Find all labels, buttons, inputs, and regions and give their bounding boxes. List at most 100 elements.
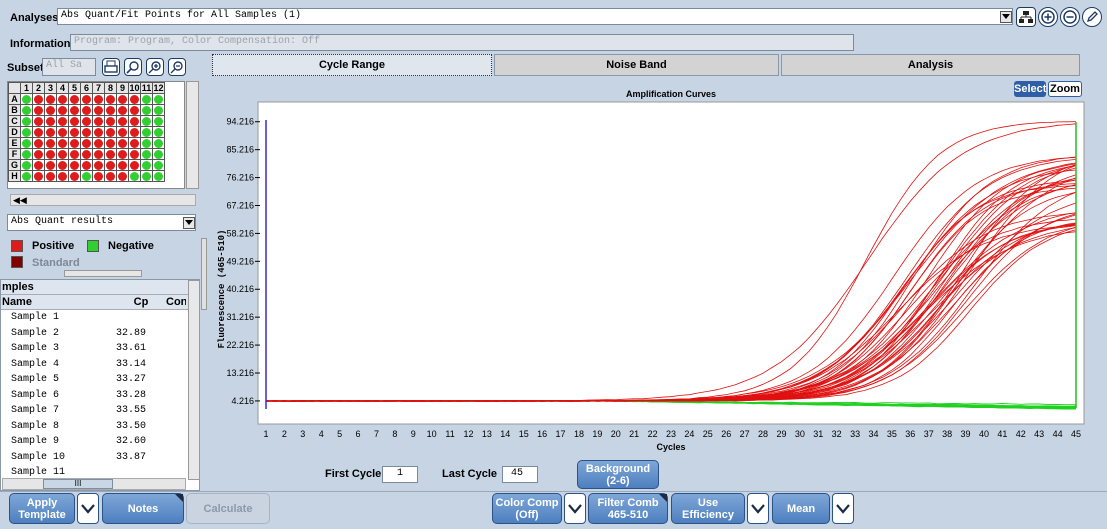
use-efficiency-menu[interactable] [747, 493, 769, 524]
plate-well[interactable] [140, 126, 153, 138]
plate-well[interactable] [44, 159, 57, 171]
plate-vertical-scrollbar[interactable] [186, 81, 199, 189]
plate-row-header[interactable]: E [8, 137, 21, 149]
plate-well[interactable] [44, 137, 57, 149]
plate-column-header[interactable]: 2 [32, 82, 45, 94]
plate-well[interactable] [116, 159, 129, 171]
plate-well[interactable] [140, 137, 153, 149]
filter-comb-button[interactable]: Filter Comb 465-510 [588, 493, 668, 524]
plate-well[interactable] [80, 115, 93, 127]
plate-well[interactable] [20, 104, 33, 116]
plate-column-header[interactable]: 12 [152, 82, 165, 94]
plate-well[interactable] [68, 115, 81, 127]
plate-column-header[interactable]: 3 [44, 82, 57, 94]
plate-well[interactable] [92, 137, 105, 149]
plate-well[interactable] [68, 104, 81, 116]
plate-well[interactable] [116, 148, 129, 160]
plate-well[interactable] [32, 170, 45, 182]
plate-well[interactable] [56, 104, 69, 116]
plate-column-header[interactable]: 11 [140, 82, 153, 94]
plate-well[interactable] [104, 93, 117, 105]
edit-analysis-button[interactable] [1082, 7, 1102, 27]
plate-well[interactable] [80, 137, 93, 149]
plate-well[interactable] [140, 104, 153, 116]
plate-well[interactable] [140, 93, 153, 105]
panel-splitter[interactable] [64, 270, 142, 277]
plate-well[interactable] [104, 115, 117, 127]
plate-well[interactable] [104, 148, 117, 160]
plate-well[interactable] [92, 148, 105, 160]
plate-well[interactable] [44, 170, 57, 182]
plate-row-header[interactable]: G [8, 159, 21, 171]
plate-well[interactable] [128, 104, 141, 116]
sample-row[interactable]: Sample 4 33.14 [1, 357, 199, 373]
sample-row[interactable]: Sample 9 32.60 [1, 434, 199, 450]
plate-well[interactable] [152, 159, 165, 171]
tab-analysis[interactable]: Analysis [781, 54, 1080, 76]
plate-well[interactable] [80, 159, 93, 171]
select-button[interactable]: Select [1014, 81, 1047, 97]
results-type-select[interactable]: Abs Quant results [7, 214, 196, 231]
plate-well[interactable] [116, 137, 129, 149]
analyses-dropdown-arrow[interactable] [1000, 11, 1012, 23]
plate-well[interactable] [56, 93, 69, 105]
plate-column-header[interactable]: 7 [92, 82, 105, 94]
plate-well[interactable] [56, 126, 69, 138]
plate-horizontal-scrollbar[interactable]: ◀◀ [10, 194, 196, 206]
plate-well[interactable] [68, 170, 81, 182]
plate-well[interactable] [92, 159, 105, 171]
plate-row-header[interactable]: B [8, 104, 21, 116]
tree-button[interactable] [1016, 7, 1036, 27]
side-splitter[interactable] [201, 238, 207, 310]
plate-row-header[interactable]: D [8, 126, 21, 138]
plate-well[interactable] [152, 170, 165, 182]
plate-well[interactable] [20, 126, 33, 138]
mean-menu[interactable] [832, 493, 854, 524]
use-efficiency-button[interactable]: Use Efficiency [671, 493, 745, 524]
scroll-thumb[interactable]: III [43, 479, 113, 489]
add-analysis-button[interactable] [1038, 7, 1058, 27]
plate-well[interactable] [92, 93, 105, 105]
plate-well[interactable] [128, 93, 141, 105]
plate-well[interactable] [80, 170, 93, 182]
plate-well[interactable] [128, 126, 141, 138]
plate-well[interactable] [32, 148, 45, 160]
plate-column-header[interactable]: 5 [68, 82, 81, 94]
sample-row[interactable]: Sample 1 [1, 310, 199, 326]
plate-well[interactable] [20, 148, 33, 160]
plate-well[interactable] [20, 170, 33, 182]
print-button[interactable] [102, 58, 120, 76]
plate-well[interactable] [56, 115, 69, 127]
plate-well[interactable] [128, 115, 141, 127]
color-comp-menu[interactable] [564, 493, 586, 524]
plate-column-header[interactable]: 10 [128, 82, 141, 94]
plate-well[interactable] [44, 104, 57, 116]
plate-well[interactable] [44, 148, 57, 160]
zoom-out-button[interactable] [168, 58, 186, 76]
plate-well[interactable] [80, 126, 93, 138]
plate-well[interactable] [68, 137, 81, 149]
plate-well[interactable] [32, 115, 45, 127]
plate-well[interactable] [56, 159, 69, 171]
plate-well[interactable] [128, 137, 141, 149]
plate-well[interactable] [140, 148, 153, 160]
column-conc-header[interactable]: Conc [166, 296, 186, 308]
plate-well[interactable] [116, 126, 129, 138]
plate-well[interactable] [92, 115, 105, 127]
results-dropdown-arrow[interactable] [183, 217, 195, 229]
plate-well[interactable] [32, 93, 45, 105]
sample-row[interactable]: Sample 5 33.27 [1, 372, 199, 388]
plate-well[interactable] [152, 137, 165, 149]
plate-row-header[interactable]: C [8, 115, 21, 127]
sample-row[interactable]: Sample 6 33.28 [1, 388, 199, 404]
plate-well[interactable] [56, 137, 69, 149]
plate-well[interactable] [104, 104, 117, 116]
sample-row[interactable]: Sample 11 [1, 465, 199, 478]
plate-row-header[interactable]: F [8, 148, 21, 160]
plate-well[interactable] [140, 115, 153, 127]
plate-well[interactable] [20, 115, 33, 127]
plate-well[interactable] [116, 104, 129, 116]
plate-well[interactable] [32, 159, 45, 171]
plate-well[interactable] [92, 104, 105, 116]
sample-row[interactable]: Sample 10 33.87 [1, 450, 199, 466]
